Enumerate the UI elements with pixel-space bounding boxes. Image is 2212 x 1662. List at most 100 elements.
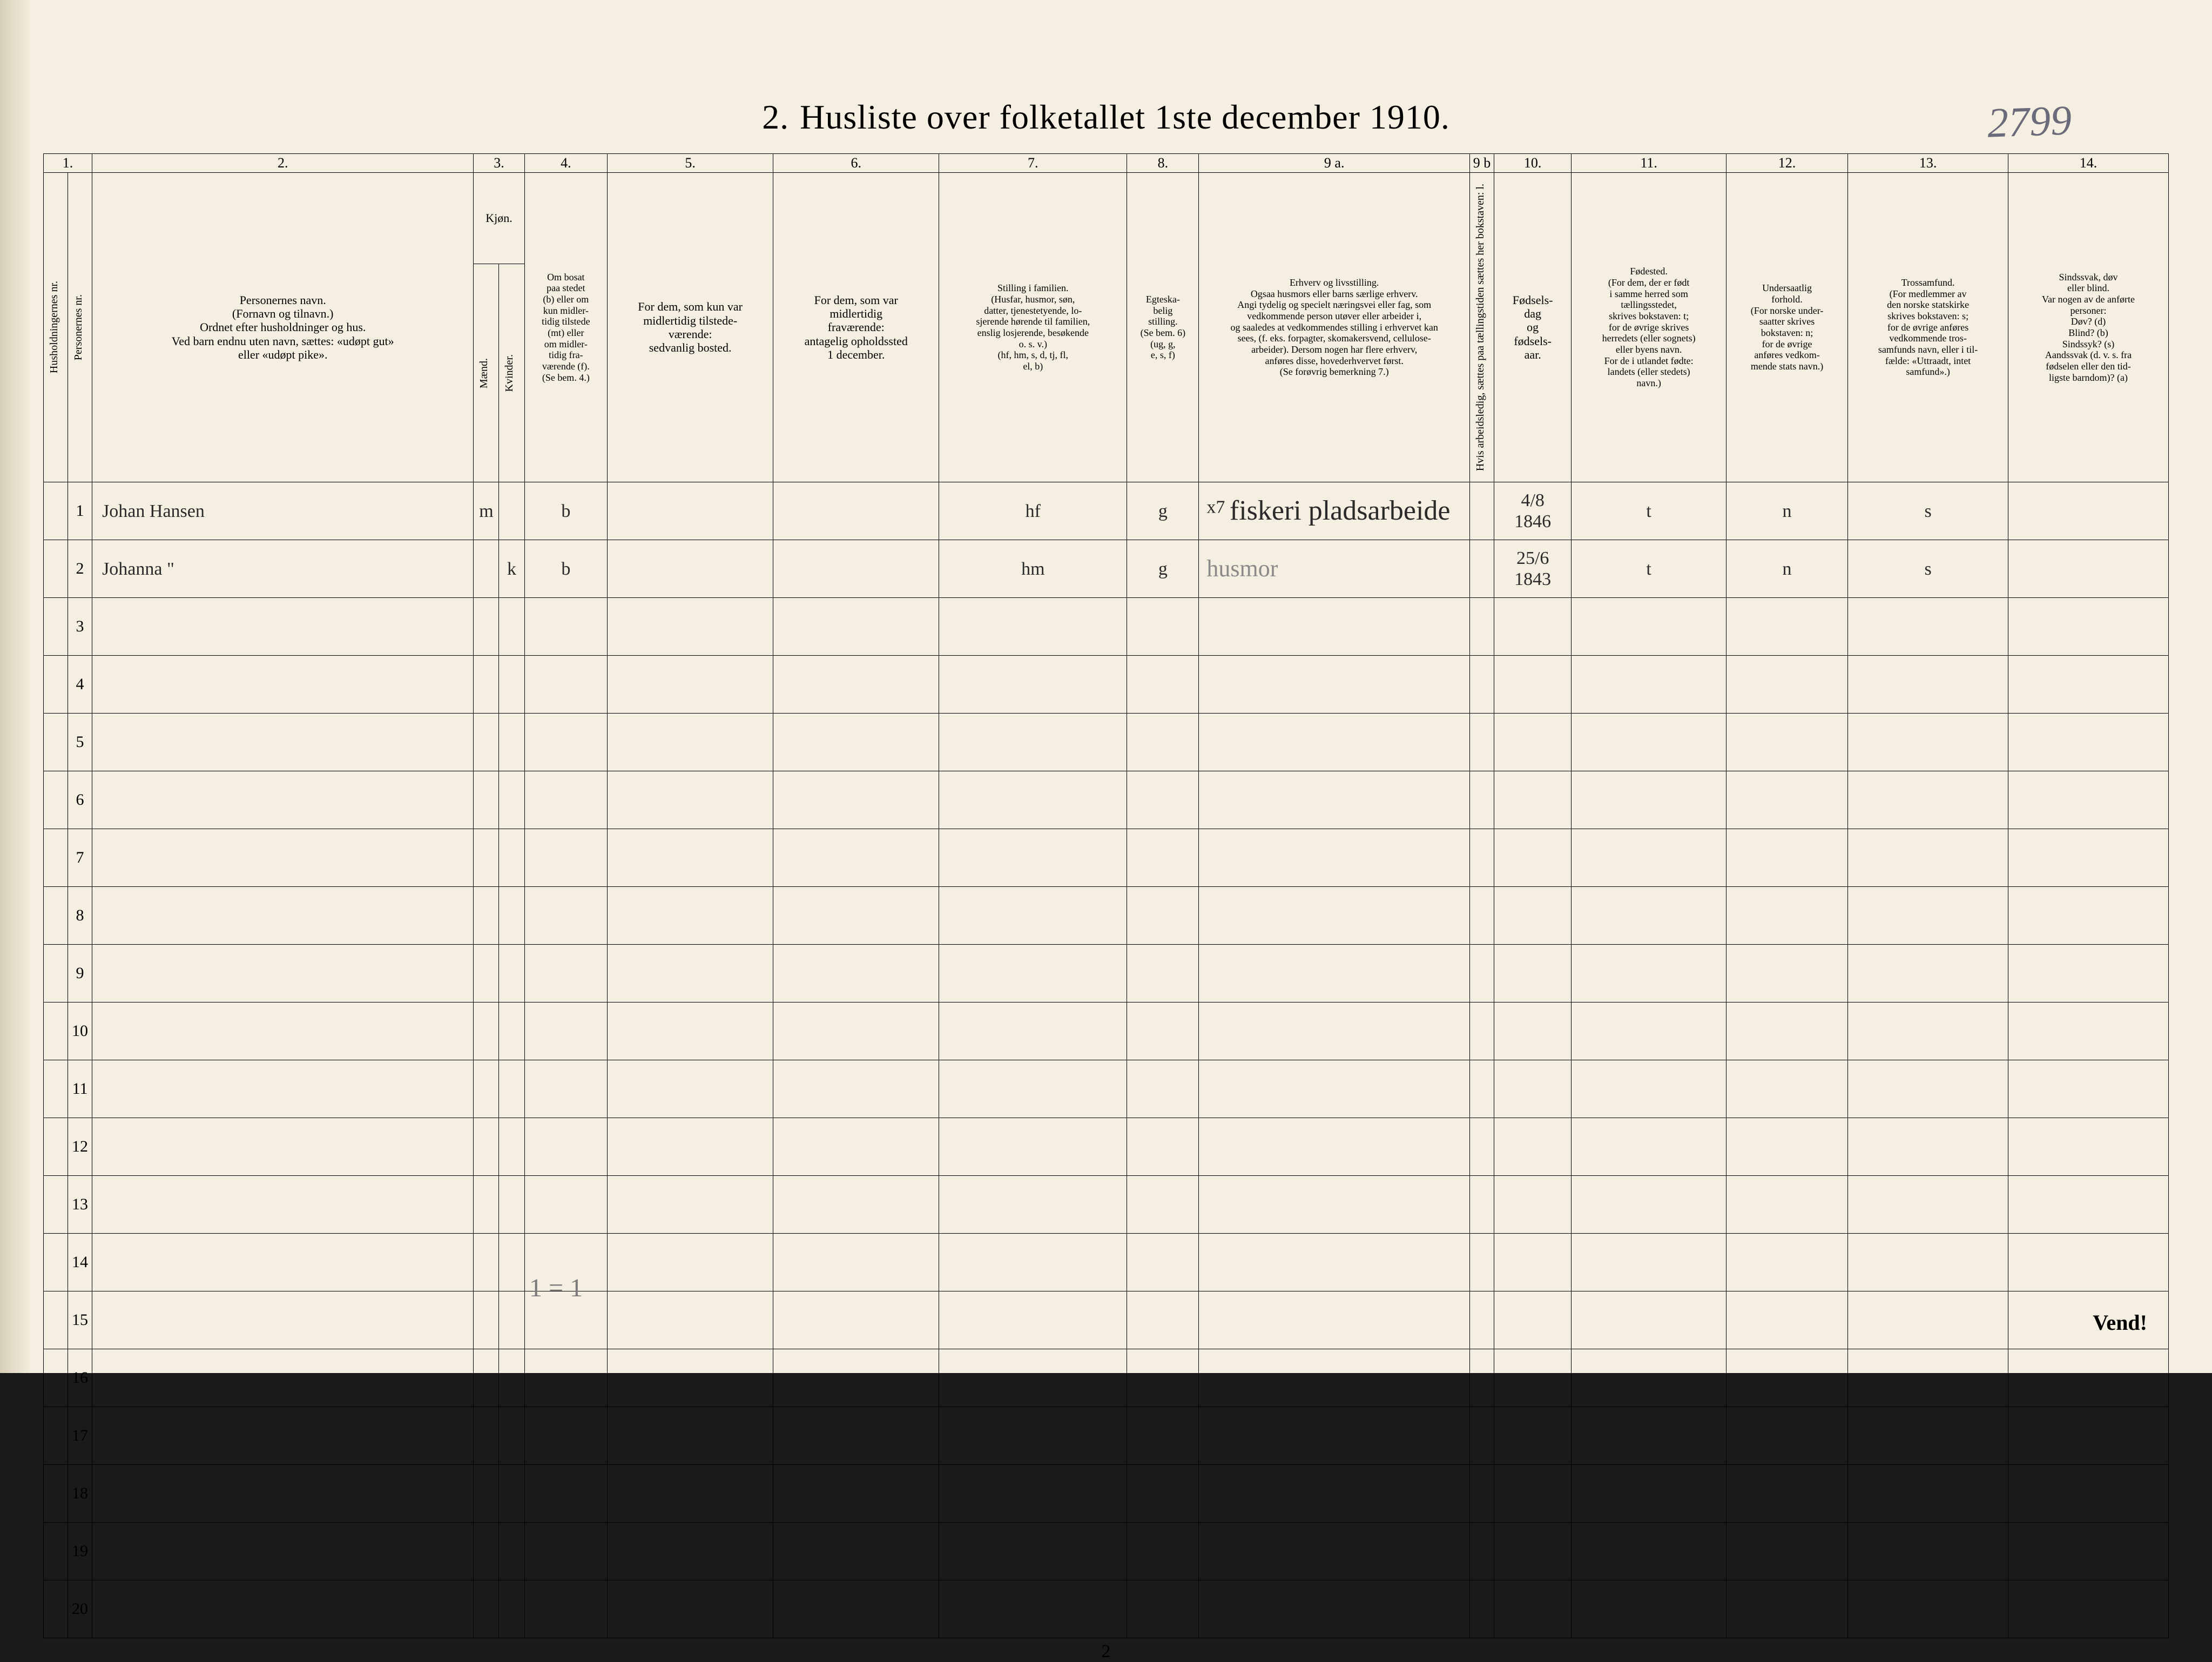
cell-sex-k (499, 1234, 524, 1291)
cell-temp-present (608, 1118, 773, 1176)
cell-sex-m (474, 1002, 499, 1060)
table-row: 19 (44, 1523, 2169, 1580)
cell-marital: g (1127, 540, 1199, 598)
colnum-10: 10. (1494, 154, 1572, 173)
cell-household-nr (44, 656, 68, 714)
cell-marital (1127, 1580, 1199, 1638)
table-row: 17 (44, 1407, 2169, 1465)
cell-person-nr: 2 (68, 540, 92, 598)
colnum-4: 4. (524, 154, 608, 173)
cell-family-position (939, 945, 1127, 1002)
cell-sex-k (499, 714, 524, 771)
cell-occupation (1199, 1176, 1470, 1234)
cell-occupation (1199, 1523, 1470, 1580)
hdr-household-nr: Husholdningernes nr. (47, 275, 61, 379)
cell-sex-m (474, 945, 499, 1002)
cell-household-nr (44, 540, 68, 598)
hdr-person-nr: Personernes nr. (71, 289, 85, 366)
cell-sex-m (474, 1407, 499, 1465)
cell-occupation (1199, 829, 1470, 887)
cell-name (92, 1291, 474, 1349)
hdr-birth: Fødsels- dag og fødsels- aar. (1494, 172, 1572, 482)
cell-temp-absent (773, 598, 939, 656)
handwritten-bottom: 1 = 1 (529, 1273, 583, 1303)
cell-name (92, 598, 474, 656)
cell-birth (1494, 1580, 1572, 1638)
cell-religion (1848, 1465, 2008, 1523)
cell-birthplace: t (1572, 482, 1727, 540)
cell-temp-absent (773, 656, 939, 714)
cell-religion (1848, 887, 2008, 945)
cell-disability (2008, 714, 2169, 771)
cell-household-nr (44, 482, 68, 540)
cell-temp-present (608, 1176, 773, 1234)
cell-temp-absent (773, 1523, 939, 1580)
cell-temp-present (608, 1002, 773, 1060)
cell-family-position (939, 714, 1127, 771)
table-row: 13 (44, 1176, 2169, 1234)
cell-household-nr (44, 1407, 68, 1465)
cell-nationality (1726, 1523, 1847, 1580)
cell-disability (2008, 656, 2169, 714)
cell-birthplace (1572, 1349, 1727, 1407)
cell-name (92, 1176, 474, 1234)
cell-occupation (1199, 1002, 1470, 1060)
cell-residence (524, 1060, 608, 1118)
cell-name (92, 887, 474, 945)
cell-household-nr (44, 771, 68, 829)
cell-birthplace (1572, 598, 1727, 656)
cell-occupation (1199, 656, 1470, 714)
colnum-1: 1. (44, 154, 92, 173)
cell-occupation (1199, 1234, 1470, 1291)
cell-sex-k (499, 1002, 524, 1060)
cell-disability (2008, 1349, 2169, 1407)
cell-nationality (1726, 1580, 1847, 1638)
cell-sex-k (499, 656, 524, 714)
cell-nationality (1726, 771, 1847, 829)
cell-religion (1848, 598, 2008, 656)
cell-family-position (939, 1407, 1127, 1465)
cell-sex-k (499, 1291, 524, 1349)
column-number-row: 1. 2. 3. 4. 5. 6. 7. 8. 9 a. 9 b 10. 11.… (44, 154, 2169, 173)
cell-name (92, 1349, 474, 1407)
cell-disability (2008, 1176, 2169, 1234)
cell-household-nr (44, 1118, 68, 1176)
cell-birth (1494, 829, 1572, 887)
cell-occupation (1199, 1060, 1470, 1118)
cell-residence (524, 1523, 608, 1580)
table-row: 7 (44, 829, 2169, 887)
cell-name: Johan Hansen (92, 482, 474, 540)
cell-family-position (939, 887, 1127, 945)
form-title: 2.Husliste over folketallet 1ste decembe… (43, 97, 2169, 137)
cell-person-nr: 14 (68, 1234, 92, 1291)
cell-disability (2008, 1060, 2169, 1118)
cell-sex-k (499, 1118, 524, 1176)
cell-sex-k (499, 598, 524, 656)
table-row: 16 (44, 1349, 2169, 1407)
cell-religion (1848, 1234, 2008, 1291)
cell-unemployed (1469, 1291, 1494, 1349)
cell-temp-present (608, 482, 773, 540)
cell-birthplace (1572, 1465, 1727, 1523)
cell-family-position (939, 1465, 1127, 1523)
cell-person-nr: 11 (68, 1060, 92, 1118)
cell-nationality (1726, 1291, 1847, 1349)
cell-religion (1848, 1407, 2008, 1465)
cell-birthplace (1572, 829, 1727, 887)
cell-name (92, 1580, 474, 1638)
cell-residence (524, 1002, 608, 1060)
hdr-sex: Kjøn. (474, 172, 524, 264)
cell-religion (1848, 1349, 2008, 1407)
cell-temp-absent (773, 1234, 939, 1291)
cell-marital (1127, 1118, 1199, 1176)
cell-sex-k (499, 1465, 524, 1523)
cell-unemployed (1469, 656, 1494, 714)
cell-sex-m (474, 1291, 499, 1349)
cell-marital (1127, 771, 1199, 829)
cell-family-position (939, 1580, 1127, 1638)
table-row: 12 (44, 1118, 2169, 1176)
cell-family-position: hm (939, 540, 1127, 598)
cell-unemployed (1469, 1176, 1494, 1234)
cell-sex-m (474, 887, 499, 945)
cell-birth (1494, 1523, 1572, 1580)
